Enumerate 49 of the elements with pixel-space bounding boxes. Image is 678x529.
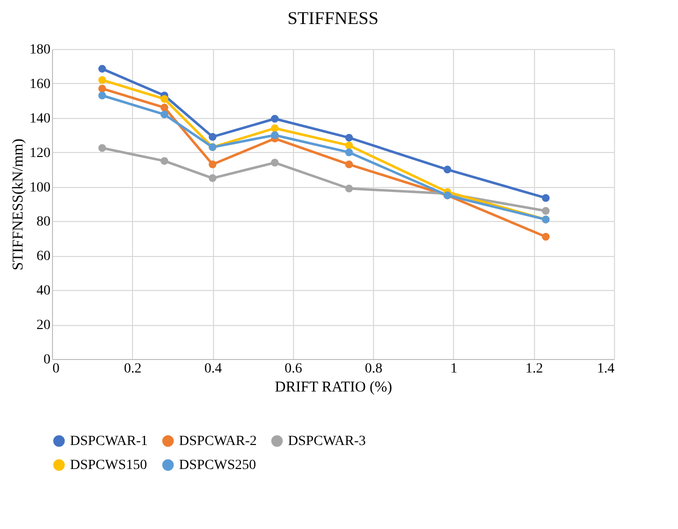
- point: [98, 76, 106, 84]
- x-tick-label: 0.6: [284, 362, 302, 376]
- y-tick-label: 80: [36, 214, 50, 230]
- x-tick-label: 0.8: [364, 362, 382, 376]
- legend-label: DSPCWS250: [179, 458, 256, 473]
- point: [345, 134, 353, 142]
- point: [270, 114, 279, 123]
- y-tick-label: 140: [30, 111, 50, 126]
- x-tick-label: 0.4: [204, 362, 222, 376]
- point: [270, 131, 279, 139]
- point: [444, 166, 452, 174]
- point: [270, 158, 279, 167]
- legend-label: DSPCWS150: [70, 458, 148, 473]
- point: [98, 144, 106, 152]
- legend-label: DSPCWAR-3: [288, 434, 366, 449]
- point: [345, 184, 353, 192]
- y-tick-label: 180: [30, 42, 50, 58]
- y-tick-label: 160: [30, 76, 50, 92]
- y-axis-title: STIFFNESS(kN/mm): [10, 138, 26, 270]
- point: [98, 64, 106, 73]
- point: [160, 95, 168, 103]
- point: [98, 92, 106, 100]
- point: [208, 174, 216, 182]
- point: [160, 104, 168, 112]
- point: [160, 110, 168, 118]
- x-tick-label: 1.4: [597, 362, 614, 376]
- point: [345, 142, 353, 150]
- y-tick-label: 60: [36, 249, 50, 264]
- y-tick-label: 120: [30, 146, 50, 161]
- point: [208, 132, 216, 141]
- point: [98, 84, 106, 92]
- point: [270, 124, 279, 132]
- legend-label: DSPCWAR-2: [179, 434, 257, 449]
- point: [160, 157, 168, 165]
- x-tick-label: 0.2: [124, 362, 142, 376]
- point: [542, 207, 550, 215]
- legend-label: DSPCWAR-1: [70, 434, 148, 449]
- x-tick-label: 1: [450, 362, 458, 376]
- point: [345, 148, 353, 156]
- y-tick-label: 20: [36, 318, 50, 334]
- x-axis-title: DRIFT RATIO (%): [274, 380, 392, 396]
- x-tick-label: 1.2: [525, 362, 543, 376]
- y-tick-label: 100: [30, 180, 50, 196]
- point: [345, 160, 353, 168]
- chart-title: STIFFNESS: [287, 8, 379, 28]
- point: [208, 160, 216, 168]
- point: [542, 194, 550, 202]
- y-tick-label: 40: [36, 284, 50, 299]
- point: [542, 232, 550, 241]
